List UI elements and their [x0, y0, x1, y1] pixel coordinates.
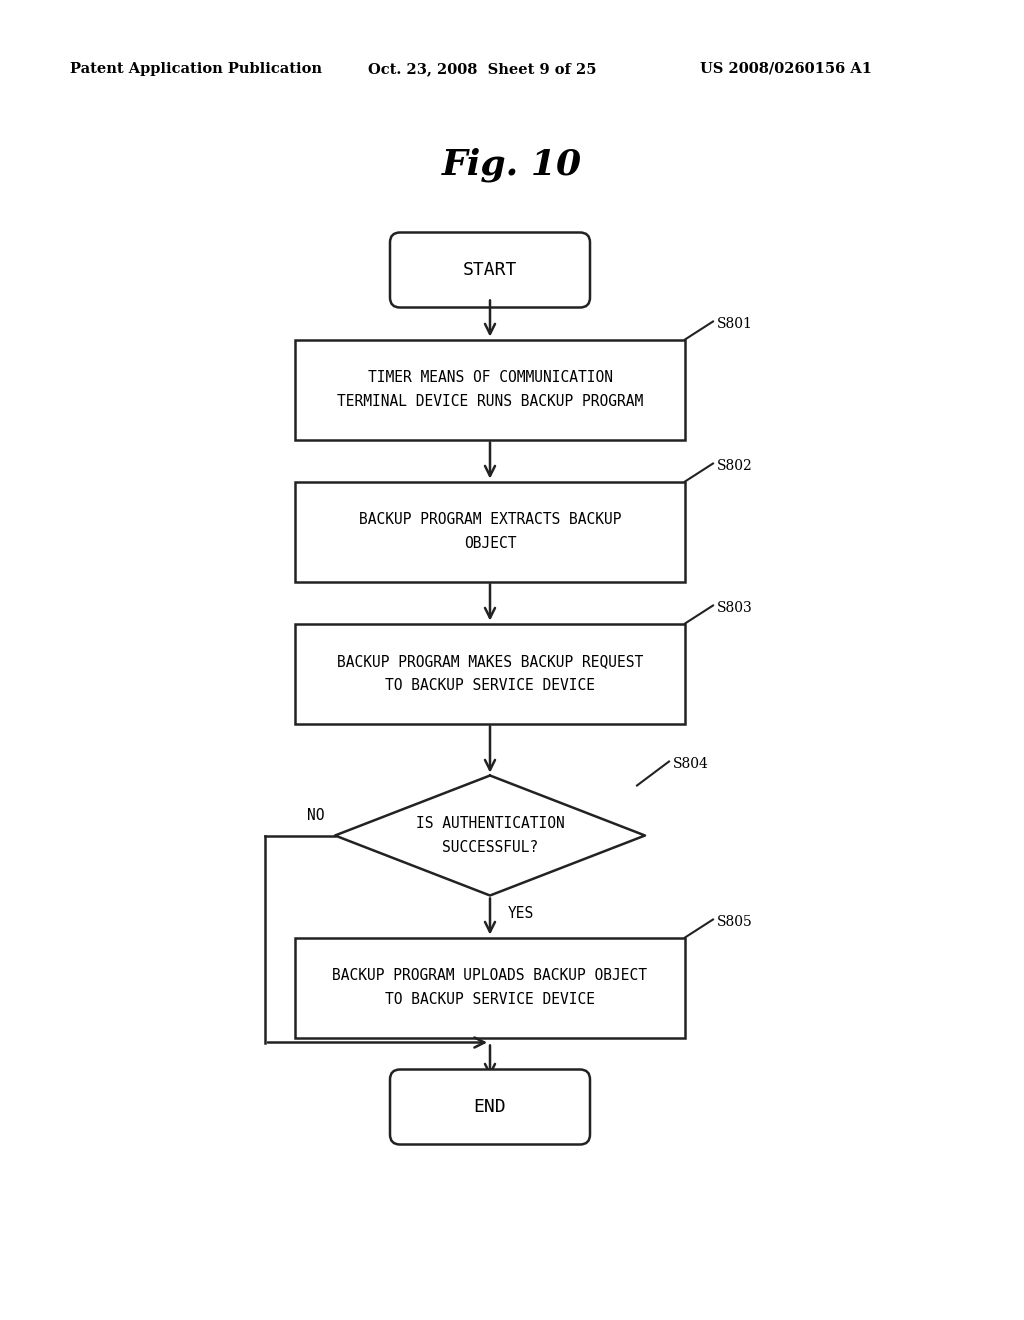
Bar: [295, 482, 685, 582]
Text: S802: S802: [717, 459, 753, 474]
Bar: [295, 623, 685, 723]
Text: BACKUP PROGRAM MAKES BACKUP REQUEST
TO BACKUP SERVICE DEVICE: BACKUP PROGRAM MAKES BACKUP REQUEST TO B…: [337, 655, 643, 693]
Text: START: START: [463, 261, 517, 279]
Bar: [295, 339, 685, 440]
Polygon shape: [335, 776, 645, 895]
FancyBboxPatch shape: [390, 1069, 590, 1144]
Text: Fig. 10: Fig. 10: [442, 148, 582, 182]
Text: S804: S804: [673, 758, 709, 771]
Bar: [295, 937, 685, 1038]
Text: S801: S801: [717, 318, 753, 331]
Text: END: END: [474, 1098, 506, 1115]
Text: TIMER MEANS OF COMMUNICATION
TERMINAL DEVICE RUNS BACKUP PROGRAM: TIMER MEANS OF COMMUNICATION TERMINAL DE…: [337, 371, 643, 409]
Text: US 2008/0260156 A1: US 2008/0260156 A1: [700, 62, 872, 77]
Text: S805: S805: [717, 916, 753, 929]
Text: Oct. 23, 2008  Sheet 9 of 25: Oct. 23, 2008 Sheet 9 of 25: [368, 62, 597, 77]
Text: IS AUTHENTICATION
SUCCESSFUL?: IS AUTHENTICATION SUCCESSFUL?: [416, 816, 564, 855]
Text: BACKUP PROGRAM EXTRACTS BACKUP
OBJECT: BACKUP PROGRAM EXTRACTS BACKUP OBJECT: [358, 512, 622, 550]
FancyBboxPatch shape: [390, 232, 590, 308]
Text: NO: NO: [307, 808, 325, 824]
Text: S803: S803: [717, 602, 753, 615]
Text: BACKUP PROGRAM UPLOADS BACKUP OBJECT
TO BACKUP SERVICE DEVICE: BACKUP PROGRAM UPLOADS BACKUP OBJECT TO …: [333, 969, 647, 1007]
Text: Patent Application Publication: Patent Application Publication: [70, 62, 322, 77]
Text: YES: YES: [508, 906, 535, 920]
